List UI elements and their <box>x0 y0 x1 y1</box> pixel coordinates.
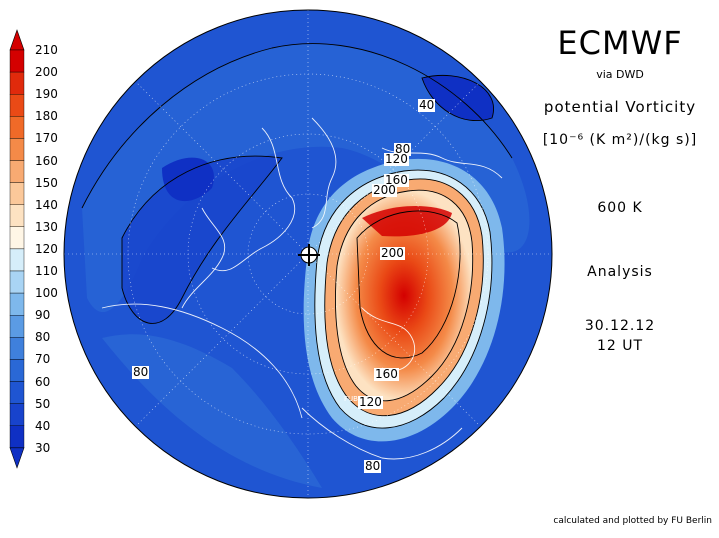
credit-line: calculated and plotted by FU Berlin <box>553 516 712 526</box>
colorbar-label: 100 <box>35 286 58 301</box>
colorbar-swatch <box>9 226 25 250</box>
pole-marker <box>298 244 320 266</box>
contour-label: 80 <box>364 459 382 473</box>
colorbar-arrow-top <box>9 29 25 51</box>
colorbar-swatch <box>9 337 25 360</box>
colorbar-label: 110 <box>35 264 58 278</box>
colorbar-swatch <box>9 116 25 139</box>
brand-title: ECMWF <box>557 24 683 62</box>
colorbar-label: 160 <box>35 153 58 168</box>
colorbar-label: 190 <box>35 87 58 102</box>
contour-label: 40 <box>418 98 436 112</box>
field-band-70 <box>82 43 530 313</box>
contour-label: 200 <box>372 183 397 197</box>
colorbar-swatch <box>9 425 25 449</box>
field-name: potential Vorticity <box>543 98 697 116</box>
field-band-210 <box>362 206 452 237</box>
field-band-70b <box>102 334 322 488</box>
colorbar-swatch <box>9 138 25 161</box>
analysis-label: Analysis <box>587 264 653 280</box>
colorbar-swatch <box>9 270 25 294</box>
field-band-40 <box>162 157 214 202</box>
map-border <box>63 9 553 499</box>
colorbar-legend: 210 200 190 180 170 160 150 140 130 120 110 100 90 80… <box>6 28 66 488</box>
contour-label: 160 <box>374 367 399 381</box>
colorbar-label: 140 <box>35 197 58 212</box>
contour-label: 200 <box>380 246 405 260</box>
polar-map: FUB <box>63 9 553 499</box>
colorbar-scale <box>9 29 25 469</box>
colorbar-label: 170 <box>35 131 58 146</box>
colorbar-label: 210 <box>35 43 58 57</box>
source-label: via DWD <box>596 68 644 81</box>
colorbar-label: 50 <box>35 396 51 411</box>
contour-label: 120 <box>358 395 383 409</box>
colorbar-swatch <box>9 248 25 272</box>
field-units: [10⁻⁶ (K m²)/(kg s)] <box>542 132 698 148</box>
polar-vortex-core <box>335 190 473 401</box>
contour-label: 80 <box>132 365 150 379</box>
colorbar-swatch <box>9 381 25 404</box>
date-label: 30.12.12 <box>584 318 656 334</box>
colorbar-arrow-bottom <box>9 447 25 469</box>
contour-label: 120 <box>384 152 409 166</box>
colorbar-label: 90 <box>35 308 51 323</box>
colorbar-label: 130 <box>35 219 58 234</box>
colorbar-swatch <box>9 71 25 95</box>
contour-label: 80 <box>394 142 412 156</box>
colorbar-swatch <box>9 315 25 338</box>
field-band-50 <box>122 156 282 324</box>
colorbar-swatch <box>9 49 25 73</box>
colorbar-swatch <box>9 182 25 205</box>
colorbar-label: 120 <box>35 241 58 256</box>
colorbar-swatch <box>9 403 25 426</box>
colorbar-label: 70 <box>35 352 51 367</box>
colorbar-label: 80 <box>35 330 51 345</box>
colorbar-label: 200 <box>35 65 58 80</box>
colorbar-label: 40 <box>35 418 51 433</box>
contour-label: 160 <box>384 173 409 187</box>
level-label: 600 K <box>597 200 643 216</box>
colorbar-label: 60 <box>35 374 51 389</box>
colorbar-swatch <box>9 292 25 316</box>
colorbar-swatch <box>9 359 25 382</box>
fub-tag: FUB <box>344 395 358 403</box>
field-band-40b <box>422 75 494 121</box>
colorbar-label: 150 <box>35 175 58 190</box>
colorbar-swatch <box>9 160 25 183</box>
colorbar-swatch <box>9 204 25 227</box>
colorbar-label: 180 <box>35 109 58 124</box>
colorbar-label: 30 <box>35 440 51 455</box>
time-label: 12 UT <box>596 338 644 354</box>
colorbar-swatch <box>9 93 25 117</box>
